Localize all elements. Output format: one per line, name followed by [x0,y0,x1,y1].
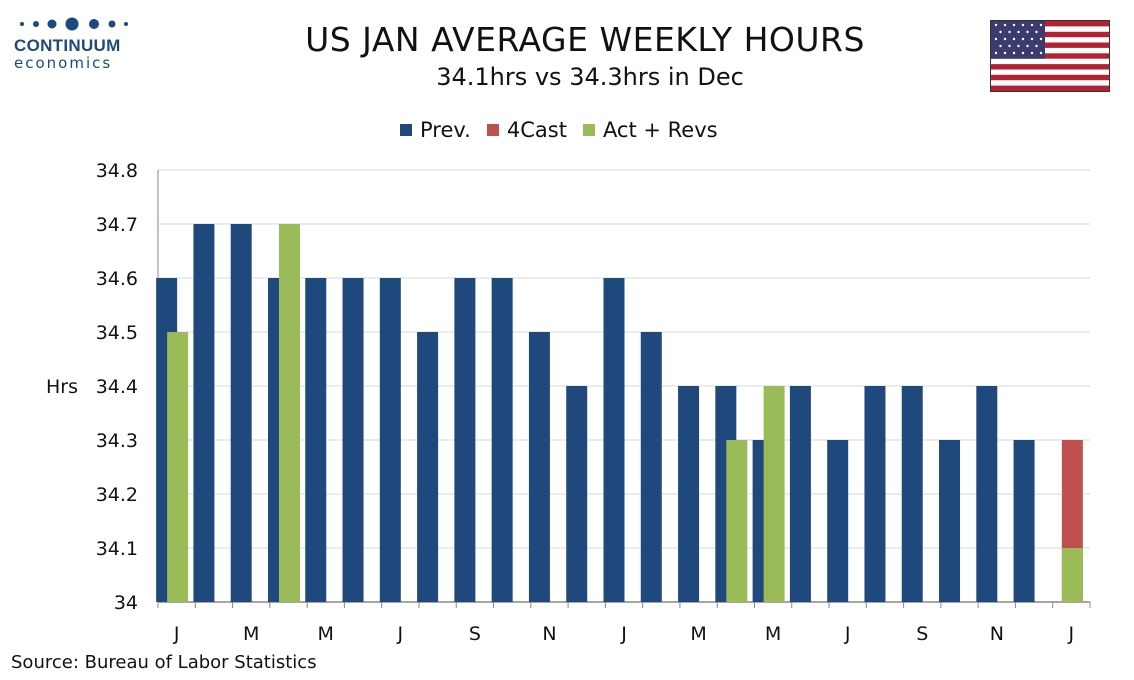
y-tick-label: 34.7 [96,214,138,236]
x-tick-label: S [469,623,481,645]
bar-prev [901,386,923,602]
x-tick-label: S [916,623,928,645]
bar-prev [603,278,625,602]
y-axis-label: Hrs [46,376,78,398]
y-tick-label: 34.6 [96,268,138,290]
legend-swatch-forecast [486,124,499,136]
logo-dots-icon [14,14,144,34]
legend-label-actual: Act + Revs [602,118,718,142]
bar-prev [789,386,811,602]
y-tick-label: 34.3 [96,430,138,452]
bar-prev [417,332,439,602]
bar-prev [678,386,700,602]
bar-prev [379,278,401,602]
bar-actual [1061,548,1083,602]
legend-label-forecast: 4Cast [506,118,567,142]
chart-subtitle: 34.1hrs vs 34.3hrs in Dec [436,63,744,91]
y-tick-label: 34.4 [96,376,138,398]
x-tick-label: J [173,623,180,645]
chart-legend: Prev. 4Cast Act + Revs [400,118,718,142]
bar-prev [230,224,252,602]
y-tick-label: 34.8 [96,160,138,182]
bar-prev [528,332,550,602]
bar-prev [454,278,476,602]
bar-actual [763,386,785,602]
x-tick-label: J [1068,623,1075,645]
x-tick-label: M [765,623,781,645]
legend-swatch-prev [400,124,412,136]
legend-label-prev: Prev. [420,118,471,142]
bar-actual [726,440,748,602]
bar-prev [976,386,998,602]
x-tick-label: M [243,623,259,645]
x-tick-label: M [690,623,706,645]
legend-item-forecast: 4Cast [486,118,567,142]
legend-item-actual: Act + Revs [582,118,718,142]
legend-item-prev: Prev. [400,118,471,142]
bar-actual [167,332,189,602]
y-tick-label: 34.1 [96,538,138,560]
y-tick-label: 34.5 [96,322,138,344]
x-tick-label: N [990,623,1004,645]
continuum-logo: CONTINUUM economics [14,14,144,72]
bar-prev [342,278,364,602]
bar-prev [864,386,886,602]
us-flag-icon [990,20,1110,92]
x-tick-label: M [318,623,334,645]
bar-prev [640,332,662,602]
x-tick-label: J [620,623,627,645]
y-tick-label: 34 [114,592,138,614]
logo-name: CONTINUUM [14,36,121,55]
legend-swatch-actual [582,124,595,136]
chart-title: US JAN AVERAGE WEEKLY HOURS [305,20,865,59]
bar-prev [566,386,588,602]
x-tick-label: N [542,623,556,645]
logo-subtitle: economics [14,54,113,72]
bar-prev [305,278,327,602]
bar-prev [827,440,849,602]
bar-prev [1013,440,1035,602]
bar-prev [939,440,961,602]
bar-actual [278,224,300,602]
x-tick-label: J [397,623,404,645]
bar-prev [193,224,215,602]
x-tick-label: J [844,623,851,645]
y-tick-label: 34.2 [96,484,138,506]
bar-prev [491,278,513,602]
source-note: Source: Bureau of Labor Statistics [11,652,317,673]
